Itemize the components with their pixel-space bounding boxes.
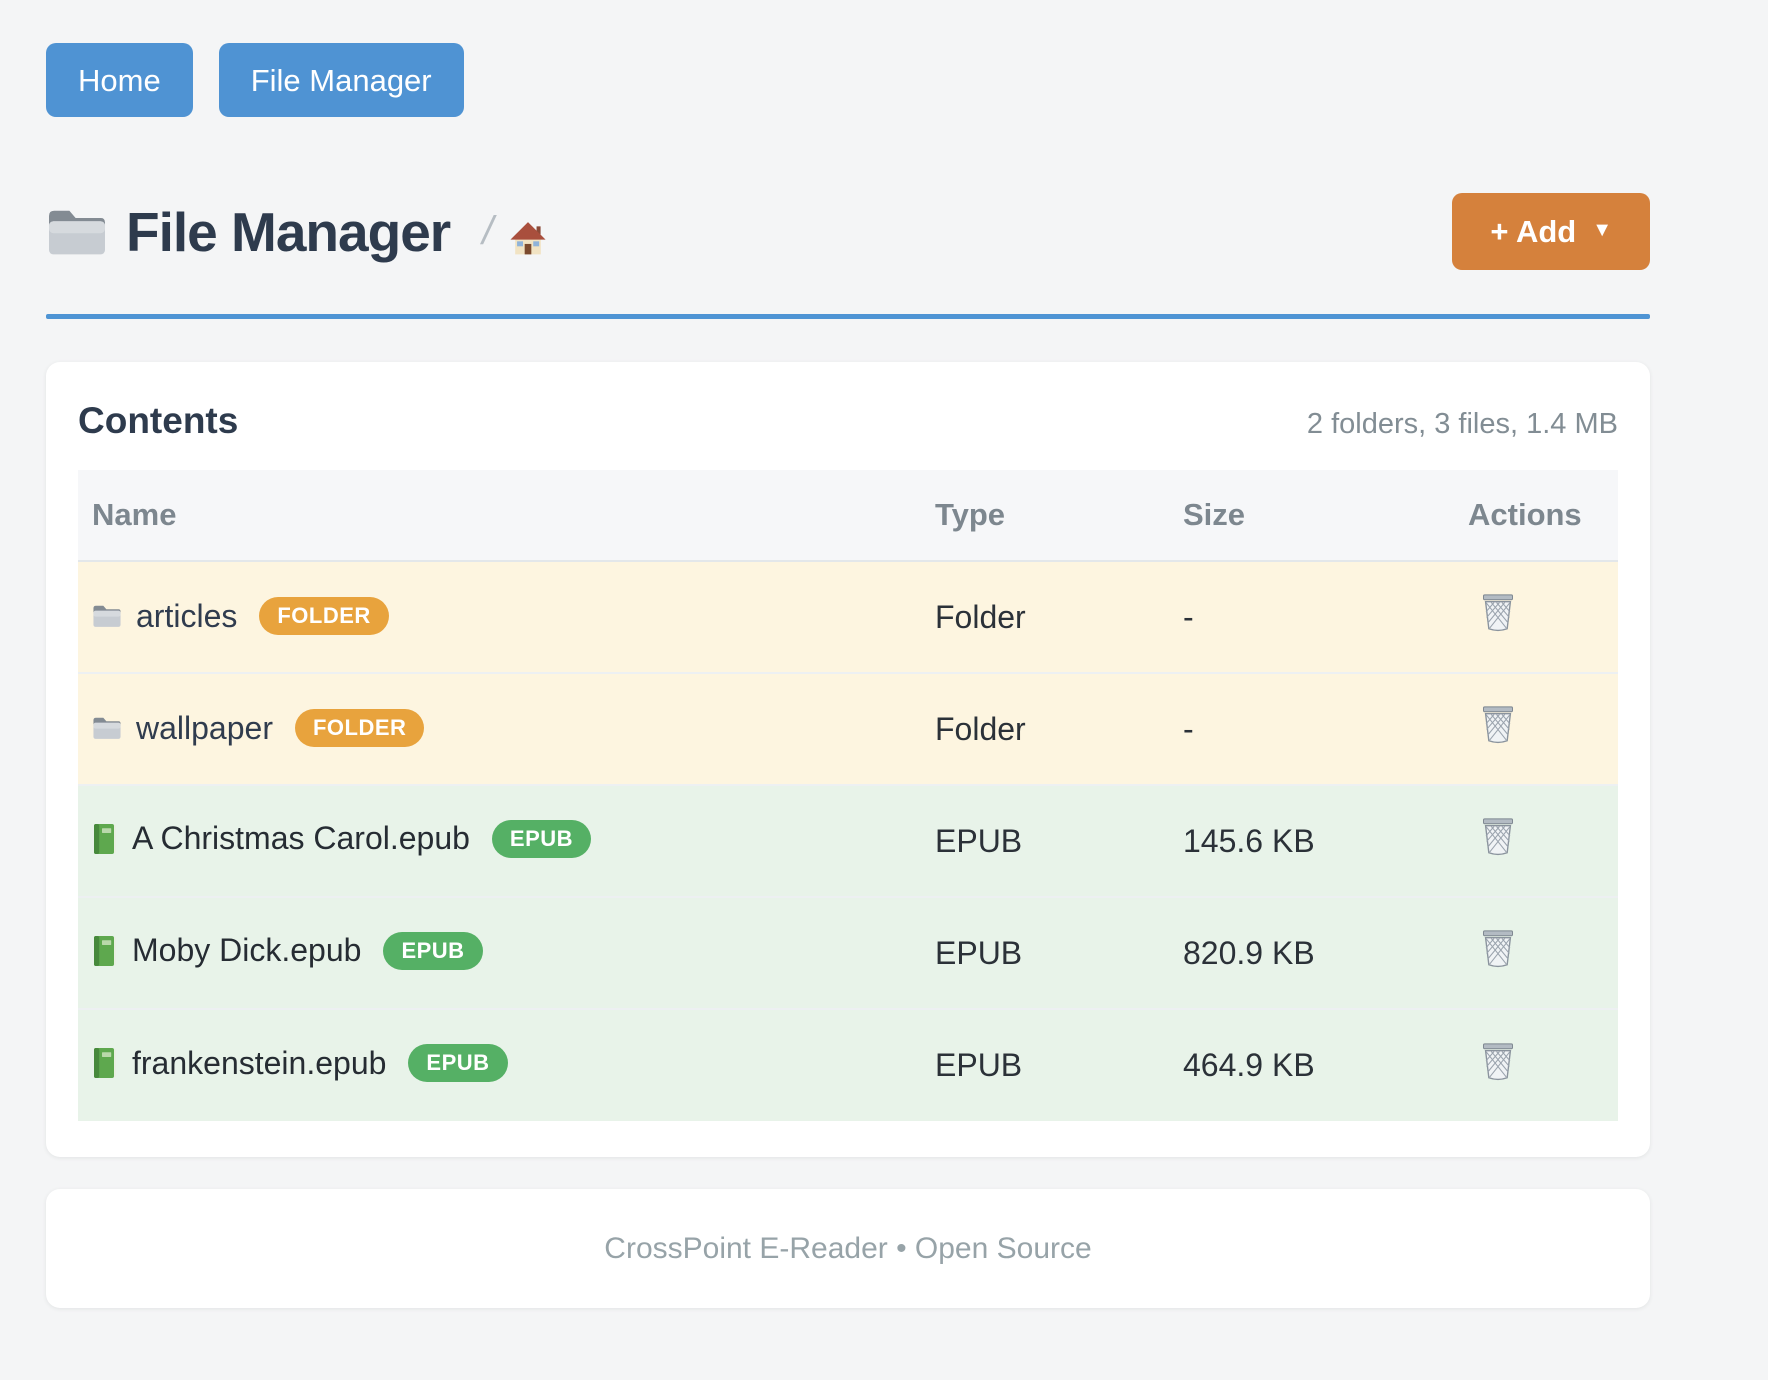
- type-cell: EPUB: [921, 784, 1169, 897]
- table-header-row: Name Type Size Actions: [78, 470, 1618, 562]
- file-name-link[interactable]: frankenstein.epub EPUB: [92, 1044, 508, 1082]
- add-button[interactable]: + Add ▼: [1452, 193, 1650, 270]
- size-cell: -: [1169, 672, 1454, 785]
- file-table: Name Type Size Actions articles: [78, 470, 1618, 1121]
- type-badge: FOLDER: [259, 597, 389, 635]
- size-cell: 820.9 KB: [1169, 896, 1454, 1009]
- type-cell: EPUB: [921, 896, 1169, 1009]
- delete-button[interactable]: [1480, 593, 1516, 633]
- type-badge: EPUB: [383, 931, 483, 970]
- contents-summary: 2 folders, 3 files, 1.4 MB: [1306, 408, 1618, 440]
- file-name: wallpaper: [136, 709, 273, 746]
- page: Home File Manager File Manager /: [46, 0, 1650, 1308]
- column-header-name: Name: [78, 470, 921, 562]
- table-row: articles FOLDER Folder -: [78, 561, 1618, 673]
- size-cell: -: [1169, 561, 1454, 673]
- file-name: articles: [136, 597, 238, 634]
- book-icon: [92, 1047, 118, 1079]
- file-name-link[interactable]: Moby Dick.epub EPUB: [92, 931, 483, 970]
- trash-icon: [1480, 929, 1516, 969]
- file-name: A Christmas Carol.epub: [132, 820, 470, 856]
- delete-button[interactable]: [1480, 705, 1516, 745]
- file-name-link[interactable]: wallpaper FOLDER: [92, 709, 425, 747]
- table-row: wallpaper FOLDER Folder -: [78, 672, 1618, 785]
- size-cell: 464.9 KB: [1169, 1008, 1454, 1121]
- type-badge: EPUB: [491, 819, 592, 858]
- file-name: Moby Dick.epub: [132, 932, 362, 968]
- folder-icon: [92, 715, 122, 741]
- nav-button-file-manager[interactable]: File Manager: [218, 43, 464, 117]
- contents-heading: Contents: [78, 400, 239, 441]
- contents-head: Contents 2 folders, 3 files, 1.4 MB: [78, 400, 1618, 442]
- file-name-link[interactable]: articles FOLDER: [92, 597, 389, 635]
- table-row: Moby Dick.epub EPUB EPUB 820.9 KB: [78, 896, 1618, 1009]
- contents-card: Contents 2 folders, 3 files, 1.4 MB Name…: [46, 362, 1650, 1157]
- breadcrumb-separator: /: [482, 209, 494, 253]
- page-title: File Manager: [126, 200, 451, 263]
- top-nav: Home File Manager: [46, 0, 1650, 117]
- header-divider: [46, 314, 1650, 319]
- book-icon: [92, 823, 118, 855]
- size-cell: 145.6 KB: [1169, 784, 1454, 897]
- title-wrap: File Manager /: [46, 200, 547, 264]
- file-name-link[interactable]: A Christmas Carol.epub EPUB: [92, 819, 592, 858]
- table-row: A Christmas Carol.epub EPUB EPUB 145.6 K…: [78, 784, 1618, 897]
- file-name: frankenstein.epub: [132, 1044, 387, 1081]
- footer-card: CrossPoint E-Reader • Open Source: [46, 1189, 1650, 1308]
- type-badge: FOLDER: [294, 709, 425, 747]
- type-cell: EPUB: [921, 1008, 1169, 1121]
- add-button-label: + Add: [1490, 213, 1577, 249]
- trash-icon: [1480, 705, 1516, 745]
- nav-button-home[interactable]: Home: [46, 43, 193, 117]
- folder-icon: [46, 206, 108, 258]
- table-row: frankenstein.epub EPUB EPUB 464.9 KB: [78, 1008, 1618, 1121]
- footer-text: CrossPoint E-Reader • Open Source: [604, 1231, 1092, 1265]
- type-badge: EPUB: [408, 1044, 508, 1082]
- folder-icon: [92, 603, 122, 629]
- trash-icon: [1480, 1042, 1516, 1082]
- trash-icon: [1480, 817, 1516, 857]
- caret-down-icon: ▼: [1592, 219, 1612, 241]
- delete-button[interactable]: [1480, 817, 1516, 857]
- column-header-size: Size: [1169, 470, 1454, 562]
- column-header-actions: Actions: [1454, 470, 1618, 562]
- house-icon: [509, 220, 547, 256]
- type-cell: Folder: [921, 561, 1169, 673]
- delete-button[interactable]: [1480, 929, 1516, 969]
- delete-button[interactable]: [1480, 1042, 1516, 1082]
- column-header-type: Type: [921, 470, 1169, 562]
- book-icon: [92, 935, 118, 967]
- breadcrumb-home-link[interactable]: [509, 220, 547, 256]
- page-header: File Manager / + Add ▼: [46, 193, 1650, 270]
- trash-icon: [1480, 593, 1516, 633]
- type-cell: Folder: [921, 672, 1169, 785]
